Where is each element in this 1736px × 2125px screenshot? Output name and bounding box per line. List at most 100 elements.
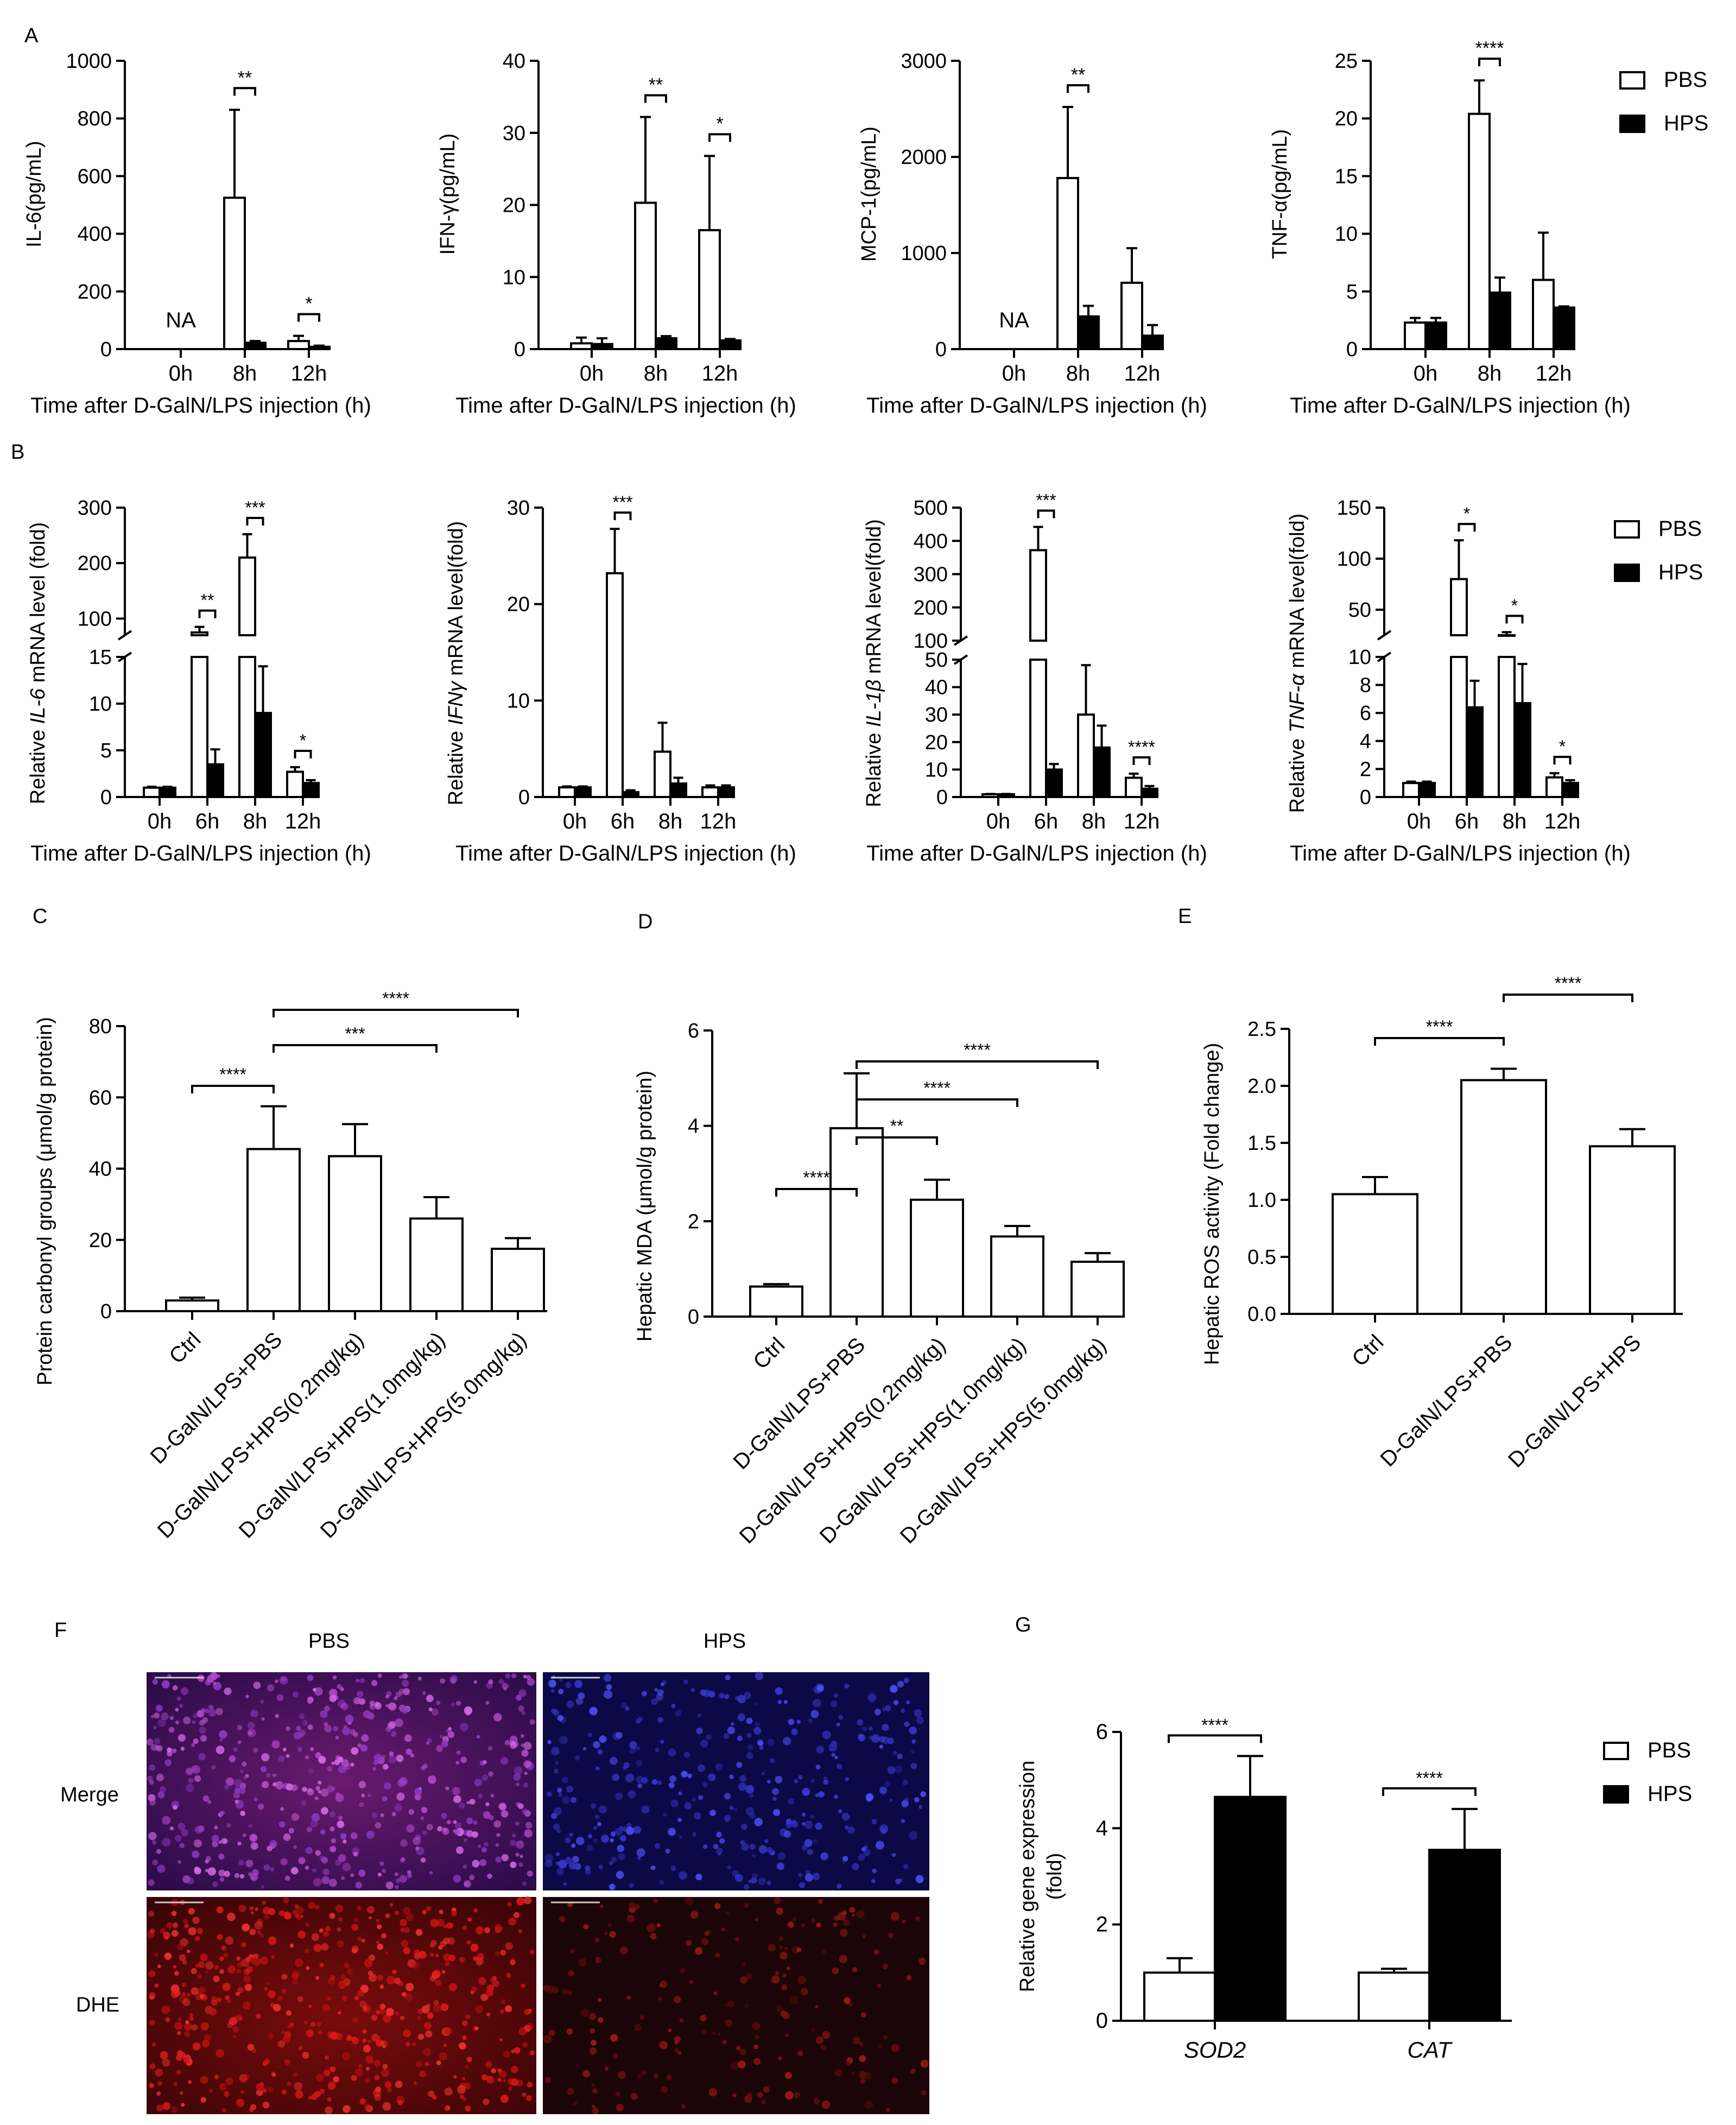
cell-nucleus	[415, 1929, 423, 1936]
y-tick-label: 8	[1360, 674, 1371, 697]
panel-label: E	[1178, 905, 1192, 928]
cell-nucleus	[350, 1762, 354, 1767]
cell-nucleus	[183, 1919, 189, 1924]
cell-nucleus	[901, 1708, 905, 1713]
y-axis-label: (fold)	[1043, 1853, 1066, 1900]
cell-nucleus	[755, 1672, 764, 1680]
cell-nucleus	[679, 2018, 684, 2023]
significance-label: ***	[612, 492, 632, 512]
cell-nucleus	[253, 1747, 258, 1753]
cell-nucleus	[293, 1845, 297, 1849]
cell-nucleus	[736, 2046, 741, 2051]
cell-nucleus	[268, 1936, 277, 1945]
cell-nucleus	[815, 1823, 822, 1830]
cell-nucleus	[270, 1867, 275, 1872]
y-tick-label: 2	[1360, 758, 1371, 781]
cell-nucleus	[816, 1745, 825, 1754]
cell-nucleus	[544, 1860, 553, 1868]
cell-nucleus	[333, 1725, 339, 1731]
cell-nucleus	[521, 1743, 524, 1747]
cell-nucleus	[335, 1860, 341, 1866]
cell-nucleus	[280, 1858, 288, 1866]
cell-nucleus	[483, 1811, 491, 1819]
cell-nucleus	[714, 1903, 721, 1909]
cell-nucleus	[785, 2091, 794, 2100]
cell-nucleus	[377, 1673, 382, 1678]
cell-nucleus	[566, 1785, 573, 1793]
cell-nucleus	[454, 1829, 460, 1835]
cell-nucleus	[217, 1934, 223, 1940]
cell-nucleus	[318, 1781, 322, 1785]
y-tick-label: 6	[1360, 702, 1371, 725]
cell-nucleus	[368, 2039, 371, 2044]
cell-nucleus	[417, 1677, 422, 1681]
cell-nucleus	[178, 1823, 186, 1830]
cell-nucleus	[498, 1679, 504, 1684]
cell-nucleus	[250, 1911, 254, 1915]
cell-nucleus	[427, 2012, 434, 2019]
cell-nucleus	[465, 2014, 471, 2020]
cell-nucleus	[515, 1821, 519, 1826]
cell-nucleus	[446, 1922, 453, 1929]
cell-nucleus	[440, 2003, 449, 2012]
cell-nucleus	[357, 1937, 362, 1941]
cell-nucleus	[205, 1961, 214, 1970]
cell-nucleus	[372, 1767, 376, 1771]
cell-nucleus	[236, 2098, 245, 2107]
cell-nucleus	[394, 1872, 398, 1876]
cell-nucleus	[225, 2077, 233, 2085]
cell-nucleus	[466, 1830, 474, 1837]
bar	[1418, 782, 1436, 798]
cell-nucleus	[521, 1983, 525, 1988]
cell-nucleus	[920, 1791, 927, 1798]
cell-nucleus	[773, 1808, 781, 1816]
cell-nucleus	[149, 1764, 155, 1771]
cell-nucleus	[171, 1911, 177, 1917]
cell-nucleus	[316, 2073, 324, 2082]
cell-nucleus	[508, 1917, 516, 1926]
cell-nucleus	[149, 1928, 155, 1934]
y-tick-label: 300	[78, 497, 112, 520]
cell-nucleus	[286, 1726, 290, 1731]
cell-nucleus	[727, 1726, 736, 1735]
cell-nucleus	[669, 1775, 677, 1783]
cell-nucleus	[330, 2032, 338, 2040]
cell-nucleus	[518, 1689, 527, 1697]
panel-f-microscopy: F PBS HPS Merge DHE	[54, 1619, 929, 2115]
significance-label: *	[305, 294, 312, 314]
cell-nucleus	[383, 1763, 389, 1770]
cell-nucleus	[402, 1680, 409, 1687]
bar	[191, 631, 208, 637]
cell-nucleus	[914, 1709, 922, 1717]
cell-nucleus	[861, 1847, 866, 1851]
cell-nucleus	[389, 1902, 394, 1907]
y-axis-label: Relative IL-1β mRNA level(fold)	[863, 519, 885, 807]
cell-nucleus	[447, 1731, 455, 1738]
cell-nucleus	[871, 1879, 876, 1883]
cell-nucleus	[557, 1787, 562, 1793]
y-tick-label: 0	[518, 786, 530, 809]
cell-nucleus	[428, 2090, 435, 2097]
cell-nucleus	[916, 1716, 924, 1724]
cell-nucleus	[364, 2103, 370, 2110]
cell-nucleus	[483, 2098, 490, 2105]
cell-nucleus	[315, 1850, 321, 1856]
cell-nucleus	[816, 1685, 824, 1692]
cell-nucleus	[199, 1726, 206, 1734]
cell-nucleus	[304, 2021, 308, 2025]
cell-nucleus	[732, 2093, 737, 2098]
cell-nucleus	[254, 1797, 258, 1802]
cell-nucleus	[298, 1857, 306, 1864]
bar	[1125, 776, 1143, 798]
cell-nucleus	[782, 1737, 791, 1745]
cell-nucleus	[369, 1955, 376, 1962]
cell-nucleus	[262, 1781, 269, 1788]
cell-nucleus	[712, 2031, 717, 2035]
cell-nucleus	[671, 1704, 676, 1709]
cell-nucleus	[435, 1953, 439, 1958]
cell-nucleus	[550, 1688, 555, 1693]
cell-nucleus	[571, 1797, 577, 1803]
cell-nucleus	[445, 1961, 450, 1966]
cell-nucleus	[271, 1955, 275, 1959]
